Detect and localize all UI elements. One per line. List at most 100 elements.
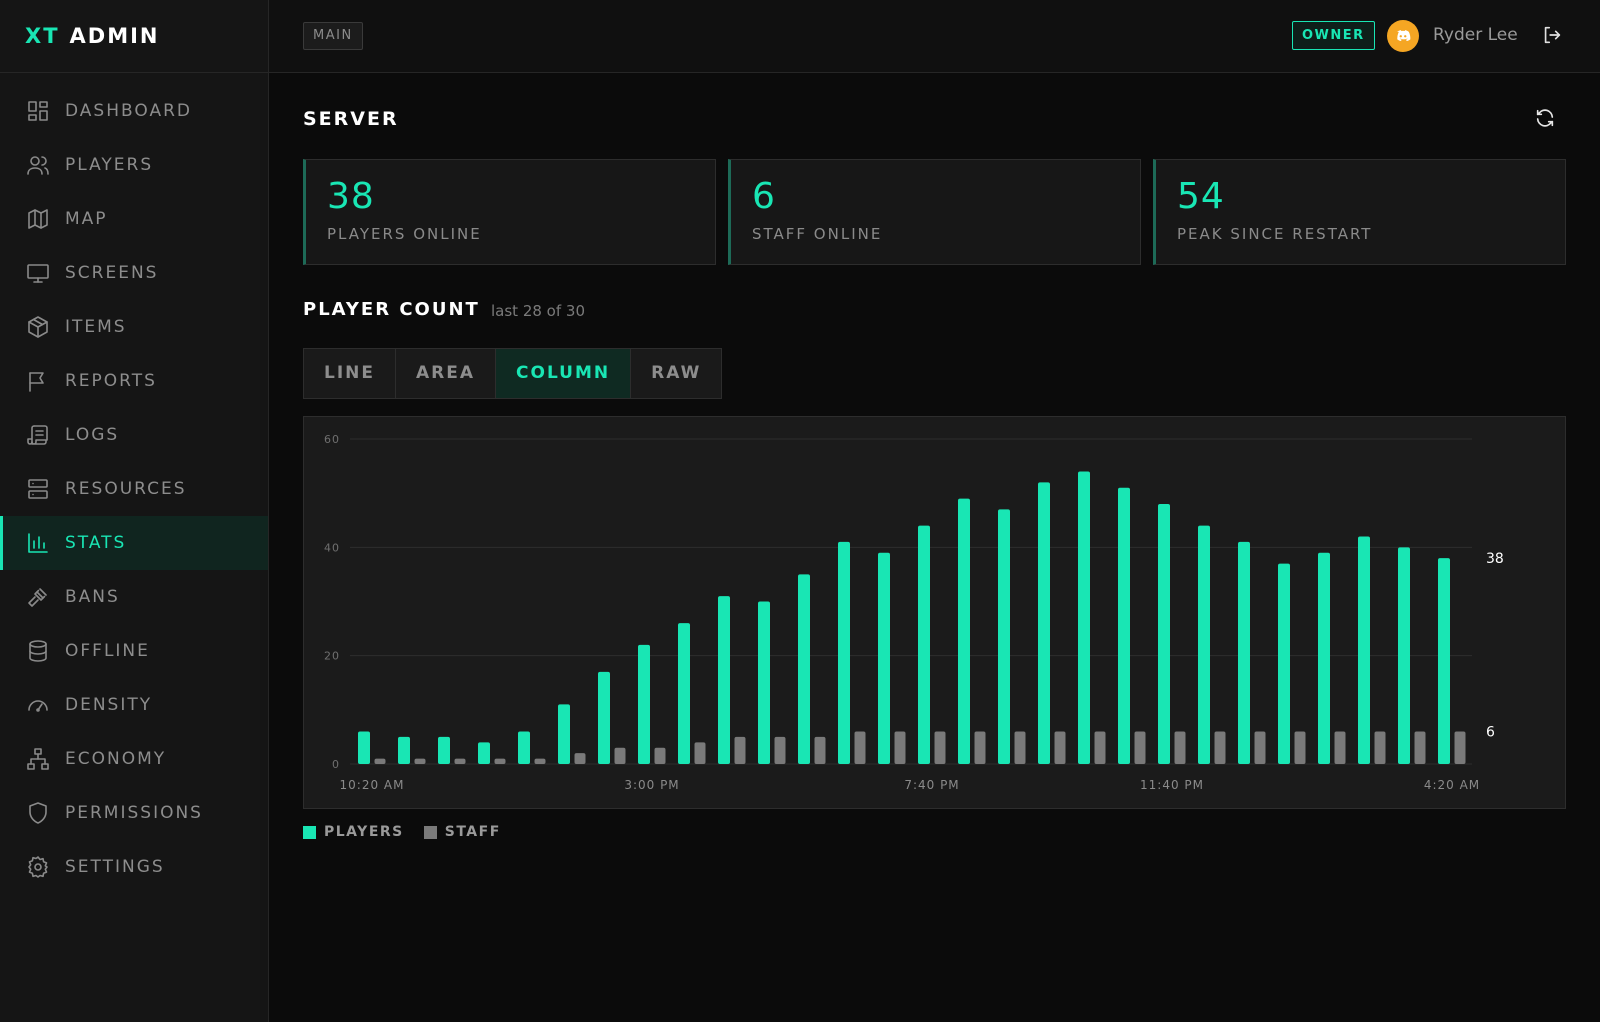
logout-button[interactable] xyxy=(1541,24,1565,48)
refresh-button[interactable] xyxy=(1534,107,1558,131)
bar-staff xyxy=(934,731,946,764)
bar-players xyxy=(598,671,610,764)
tab-line[interactable]: LINE xyxy=(304,349,396,398)
bar-players xyxy=(1038,482,1050,764)
users-icon xyxy=(26,153,50,177)
sidebar-item-label: DASHBOARD xyxy=(65,101,192,121)
bar-staff xyxy=(574,753,586,764)
sidebar-item-label: SCREENS xyxy=(65,263,159,283)
tab-area[interactable]: AREA xyxy=(396,349,497,398)
legend-item-players[interactable]: PLAYERS xyxy=(303,824,404,840)
shield-icon xyxy=(26,801,50,825)
map-icon xyxy=(26,207,50,231)
sidebar-item-settings[interactable]: SETTINGS xyxy=(0,840,268,894)
bar-staff xyxy=(854,731,866,764)
bar-staff xyxy=(1174,731,1186,764)
sidebar-item-label: REPORTS xyxy=(65,371,157,391)
bar-players xyxy=(1158,504,1170,764)
gauge-icon xyxy=(26,693,50,717)
last-value-label: 38 xyxy=(1486,551,1504,567)
bar-staff xyxy=(814,736,826,764)
chart-svg: 0 20 40 60 10:20 AM 3:00 PM 7:40 PM 11:40 PM 4:2… xyxy=(324,433,1504,792)
chart-legend: PLAYERS STAFF xyxy=(303,824,521,840)
sidebar-item-permissions[interactable]: PERMISSIONS xyxy=(0,786,268,840)
sidebar-item-stats[interactable]: STATS xyxy=(0,516,268,570)
bar-players xyxy=(518,731,530,764)
x-tick-label: 11:40 PM xyxy=(1140,778,1204,792)
stat-value: 6 xyxy=(752,176,776,217)
bar-staff xyxy=(1094,731,1106,764)
stat-label: PEAK SINCE RESTART xyxy=(1177,225,1373,243)
sidebar-item-label: MAP xyxy=(65,209,108,229)
x-tick-label: 4:20 AM xyxy=(1424,778,1480,792)
x-tick-label: 7:40 PM xyxy=(904,778,959,792)
player-count-chart: 0 20 40 60 10:20 AM 3:00 PM 7:40 PM 11:40 PM 4:2… xyxy=(303,416,1566,809)
sidebar-item-economy[interactable]: ECONOMY xyxy=(0,732,268,786)
bar-players xyxy=(558,704,570,764)
discord-icon xyxy=(1397,30,1411,41)
y-tick-label: 20 xyxy=(324,650,340,663)
chart-subtitle: last 28 of 30 xyxy=(491,302,585,320)
sidebar-item-map[interactable]: MAP xyxy=(0,192,268,246)
bar-staff xyxy=(1454,731,1466,764)
sidebar-item-items[interactable]: ITEMS xyxy=(0,300,268,354)
sidebar-item-players[interactable]: PLAYERS xyxy=(0,138,268,192)
bar-staff xyxy=(1374,731,1386,764)
sidebar-item-dashboard[interactable]: DASHBOARD xyxy=(0,84,268,138)
sidebar-item-label: PLAYERS xyxy=(65,155,154,175)
sidebar-item-bans[interactable]: BANS xyxy=(0,570,268,624)
bar-players xyxy=(478,742,490,764)
sidebar-item-reports[interactable]: REPORTS xyxy=(0,354,268,408)
sidebar-item-label: OFFLINE xyxy=(65,641,150,661)
brand-logo[interactable]: XT ADMIN xyxy=(0,0,268,73)
bar-players xyxy=(1118,487,1130,764)
bar-players xyxy=(1398,547,1410,764)
bar-staff xyxy=(1254,731,1266,764)
bar-players xyxy=(998,509,1010,764)
y-tick-label: 0 xyxy=(332,758,340,771)
sidebar-nav: DASHBOARD PLAYERS MAP SCREENS ITEMS REPORTS LO… xyxy=(0,73,268,894)
logout-icon xyxy=(1544,26,1561,44)
bar-players xyxy=(1238,541,1250,764)
bar-players xyxy=(438,736,450,764)
bar-staff xyxy=(374,758,386,764)
dashboard-icon xyxy=(26,99,50,123)
server-icon xyxy=(26,477,50,501)
breadcrumb[interactable]: MAIN xyxy=(303,22,363,50)
box-icon xyxy=(26,315,50,339)
sidebar-item-label: SETTINGS xyxy=(65,857,165,877)
flag-icon xyxy=(26,369,50,393)
x-tick-label: 3:00 PM xyxy=(624,778,679,792)
sidebar-item-label: PERMISSIONS xyxy=(65,803,203,823)
sidebar-item-label: RESOURCES xyxy=(65,479,187,499)
bar-players xyxy=(838,541,850,764)
bar-staff xyxy=(454,758,466,764)
sidebar-item-screens[interactable]: SCREENS xyxy=(0,246,268,300)
tab-raw[interactable]: RAW xyxy=(651,363,702,383)
legend-swatch xyxy=(303,825,316,839)
sidebar-item-offline[interactable]: OFFLINE xyxy=(0,624,268,678)
bar-staff xyxy=(734,736,746,764)
sidebar-item-logs[interactable]: LOGS xyxy=(0,408,268,462)
top-header: MAIN OWNER Ryder Lee xyxy=(269,0,1600,73)
stat-card-players-online: 38 PLAYERS ONLINE xyxy=(303,159,716,265)
network-icon xyxy=(26,747,50,771)
bar-players xyxy=(398,736,410,764)
main-content: SERVER 38 PLAYERS ONLINE 6 STAFF ONLINE … xyxy=(269,74,1600,1022)
monitor-icon xyxy=(26,261,50,285)
stat-label: PLAYERS ONLINE xyxy=(327,225,482,243)
sidebar-item-label: DENSITY xyxy=(65,695,153,715)
bar-players xyxy=(1198,525,1210,764)
bar-staff xyxy=(414,758,426,764)
avatar[interactable] xyxy=(1387,20,1419,52)
stat-card-peak: 54 PEAK SINCE RESTART xyxy=(1153,159,1566,265)
sidebar-item-resources[interactable]: RESOURCES xyxy=(0,462,268,516)
bar-players xyxy=(798,574,810,764)
sidebar-item-label: ECONOMY xyxy=(65,749,167,769)
username[interactable]: Ryder Lee xyxy=(1433,25,1518,45)
tab-column[interactable]: COLUMN xyxy=(496,349,632,398)
sidebar-item-density[interactable]: DENSITY xyxy=(0,678,268,732)
legend-item-staff[interactable]: STAFF xyxy=(423,824,501,840)
bar-staff xyxy=(1214,731,1226,764)
